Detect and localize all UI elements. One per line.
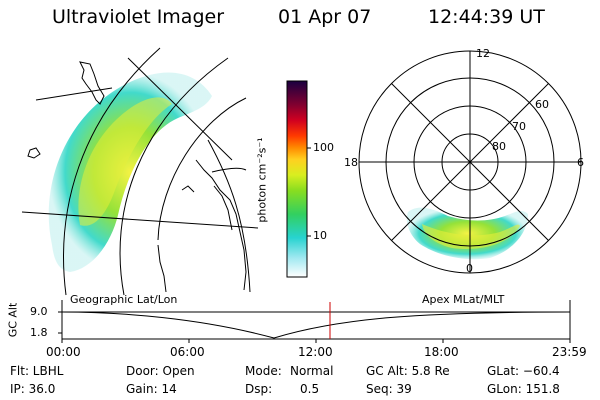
geographic-label: Geographic Lat/Lon (70, 293, 178, 306)
mlt-label-0: 0 (466, 262, 473, 275)
aurora-oval-geographic (48, 72, 213, 272)
altitude-tick-max: 9.0 (30, 305, 48, 318)
time-label: 12:44:39 UT (428, 6, 545, 28)
altitude-tick-min: 1.8 (30, 326, 48, 339)
seq-info: Seq: 39 (366, 382, 412, 396)
lat-label-80: 80 (492, 140, 506, 153)
dsp-value: 0.5 (300, 382, 320, 396)
lat-label-60: 60 (535, 98, 549, 111)
dsp-label: Dsp: (245, 382, 273, 396)
mode-label: Mode: (245, 364, 282, 378)
instrument-title: Ultraviolet Imager (52, 6, 225, 28)
mlt-label-18: 18 (344, 156, 358, 169)
time-tick-2359: 23:59 (552, 345, 587, 359)
altitude-axis-title: GC Alt (6, 302, 20, 338)
colorbar-unit-label: photon cm⁻²s⁻¹ (255, 137, 269, 223)
mlt-label-6: 6 (577, 156, 584, 169)
ip-info: IP: 36.0 (10, 382, 56, 396)
door-info: Door: Open (126, 364, 195, 378)
time-tick-0000: 00:00 (46, 345, 81, 359)
date-label: 01 Apr 07 (278, 6, 372, 28)
polar-diagonal-2 (391, 83, 549, 241)
apex-label: Apex MLat/MLT (422, 293, 505, 306)
glat-info: GLat: −60.4 (487, 364, 560, 378)
mlt-label-12: 12 (476, 47, 490, 60)
altitude-plot (58, 300, 571, 343)
geographic-panel (21, 47, 259, 296)
lat-label-70: 70 (512, 120, 526, 133)
coastlines (27, 61, 247, 293)
altitude-curve (61, 311, 571, 339)
colorbar-tick-10: 10 (313, 229, 327, 242)
gc-alt-info: GC Alt: 5.8 Re (366, 364, 450, 378)
filter-info: Flt: LBHL (10, 364, 64, 378)
glon-info: GLon: 151.8 (487, 382, 560, 396)
time-tick-1200: 12:00 (298, 345, 333, 359)
colorbar-tick-100: 100 (313, 141, 334, 154)
latlon-grid (21, 47, 259, 296)
time-tick-0600: 06:00 (170, 345, 205, 359)
colorbar (286, 80, 311, 278)
polar-plot (358, 50, 582, 274)
mode-value: Normal (290, 364, 334, 378)
time-tick-1800: 18:00 (424, 345, 459, 359)
gain-info: Gain: 14 (126, 382, 177, 396)
